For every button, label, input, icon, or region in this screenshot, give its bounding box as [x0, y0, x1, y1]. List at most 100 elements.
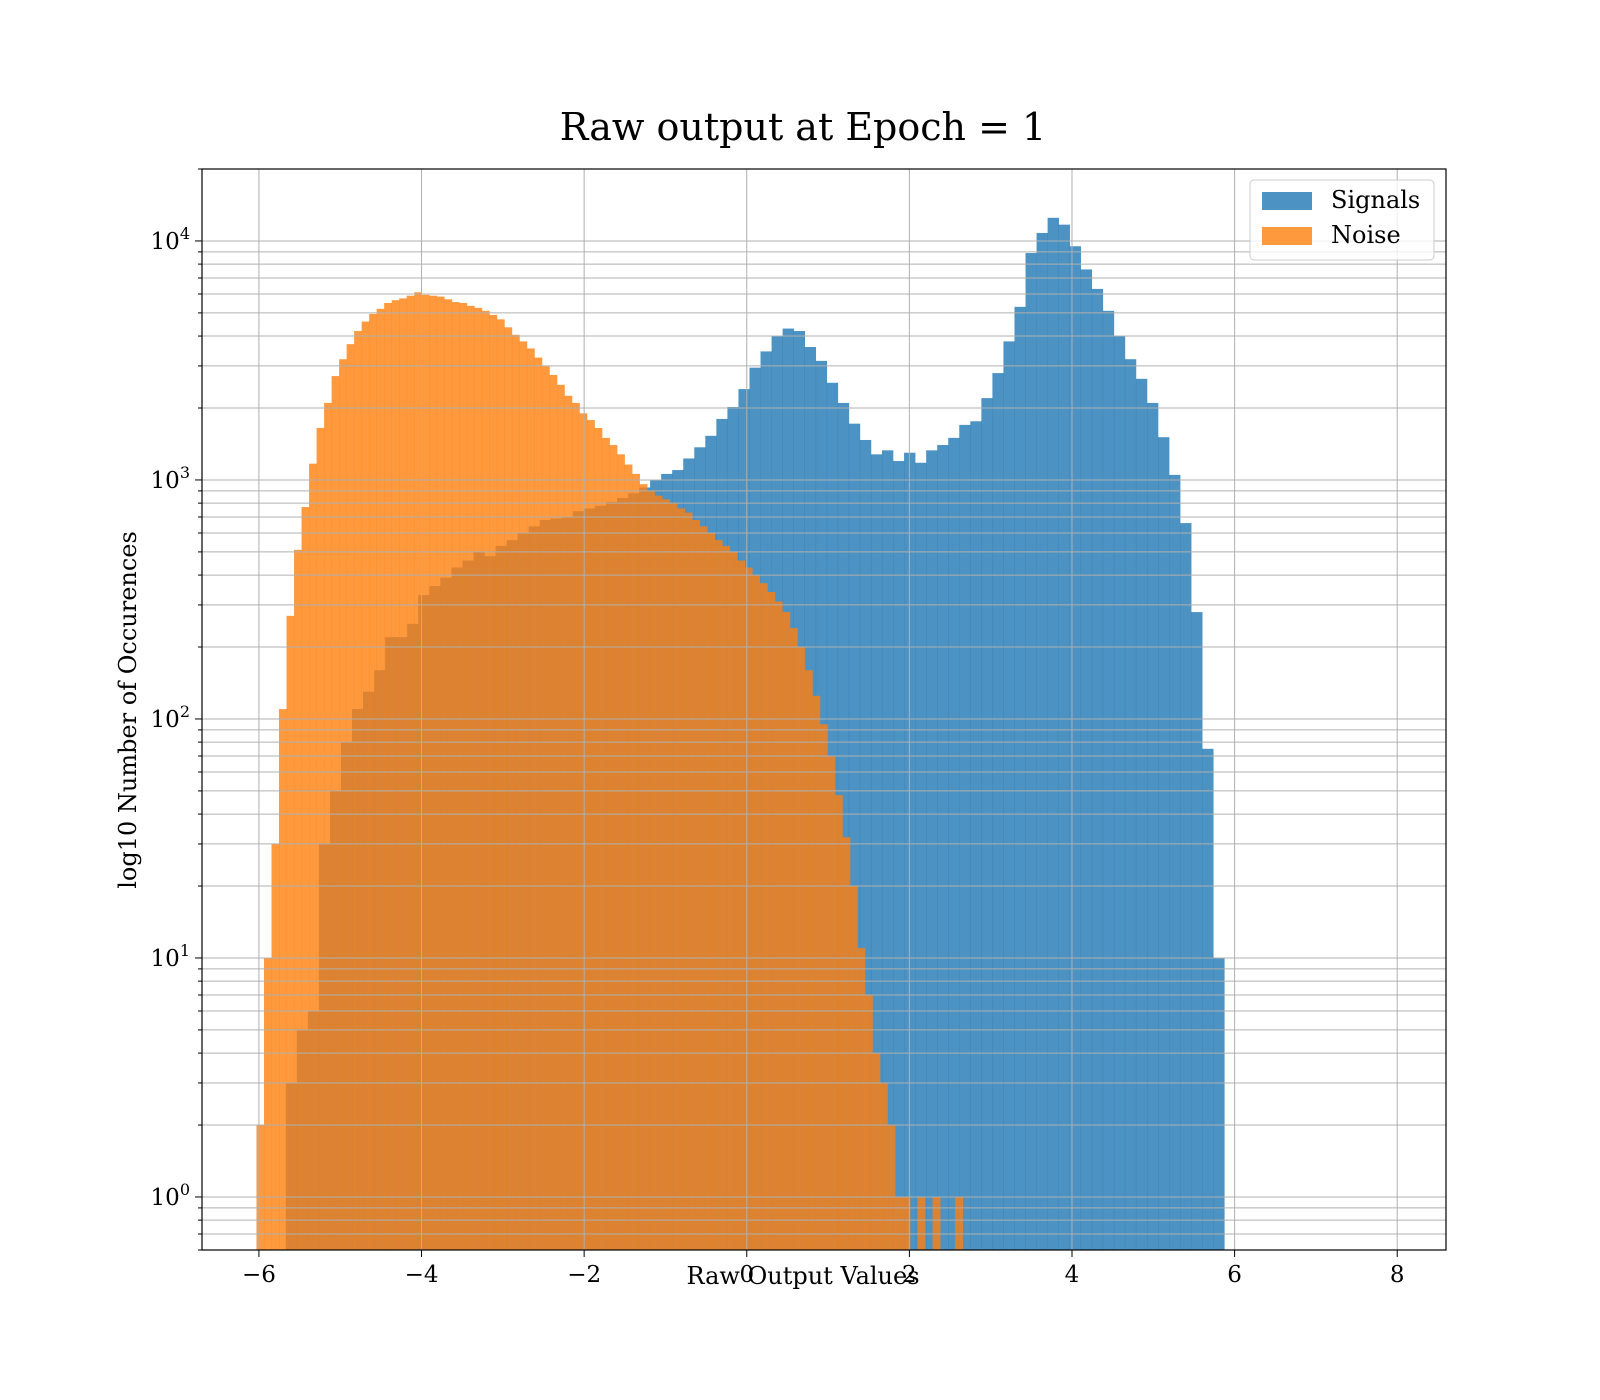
bar-noise	[399, 298, 408, 1250]
bar-noise	[895, 1196, 903, 1250]
bar-noise	[556, 384, 565, 1251]
bar-signals	[1058, 224, 1070, 1250]
bar-noise	[887, 1125, 896, 1250]
bar-noise	[632, 473, 640, 1250]
bar-noise	[932, 1196, 941, 1250]
bar-signals	[859, 439, 872, 1251]
bar-signals	[1102, 310, 1115, 1251]
bar-signals	[1124, 359, 1137, 1251]
legend-label-noise: Noise	[1331, 221, 1401, 249]
bar-noise	[271, 843, 280, 1250]
bar-noise	[481, 310, 490, 1251]
bar-signals	[1169, 474, 1181, 1250]
bar-noise	[774, 601, 783, 1250]
axes-frame	[201, 168, 1447, 1251]
bar-noise	[662, 499, 670, 1250]
legend-label-signals: Signals	[1331, 186, 1420, 214]
y-axis-label: log10 Number of Occurences	[114, 531, 142, 889]
bar-noise	[279, 709, 287, 1250]
bar-signals	[926, 450, 938, 1251]
bar-noise	[955, 1196, 963, 1250]
bar-signals	[970, 421, 982, 1250]
bar-noise	[872, 1053, 881, 1250]
bar-noise	[834, 795, 843, 1250]
bar-noise	[519, 341, 528, 1250]
bar-noise	[256, 1125, 265, 1250]
bar-noise	[324, 402, 332, 1250]
bar-noise	[647, 490, 655, 1250]
bar-noise	[511, 334, 520, 1250]
bar-noise	[496, 319, 505, 1250]
y-tick-label: 100	[151, 1180, 190, 1211]
bar-signals	[1069, 246, 1082, 1250]
bar-signals	[870, 454, 883, 1251]
bar-noise	[639, 484, 648, 1250]
bar-noise	[534, 357, 543, 1250]
bar-noise	[339, 359, 347, 1251]
bar-signals	[1180, 523, 1192, 1250]
bar-noise	[436, 296, 445, 1251]
bar-noise	[707, 532, 716, 1250]
bar-noise	[617, 454, 625, 1251]
bar-noise	[767, 591, 776, 1250]
bar-signals	[1047, 217, 1059, 1250]
bar-noise	[361, 321, 370, 1250]
bar-noise	[842, 837, 851, 1250]
x-axis-label: Raw Output Values	[686, 1262, 919, 1290]
bar-noise	[624, 464, 633, 1250]
bar-noise	[564, 395, 573, 1250]
bar-noise	[812, 695, 821, 1250]
bar-signals	[1091, 288, 1104, 1250]
bar-noise	[827, 755, 836, 1250]
legend-swatch-noise	[1262, 227, 1312, 245]
bar-signals	[915, 462, 927, 1250]
bar-noise	[572, 402, 580, 1250]
y-tick-label: 103	[151, 463, 190, 494]
bar-signals	[1191, 612, 1203, 1250]
legend-swatch-signals	[1262, 192, 1312, 210]
bar-noise	[744, 567, 753, 1250]
bar-noise	[346, 344, 355, 1250]
bar-noise	[474, 307, 483, 1251]
bar-noise	[406, 295, 415, 1251]
bar-noise	[902, 1196, 911, 1250]
bar-noise	[684, 512, 693, 1250]
chart-title: Raw output at Epoch = 1	[560, 105, 1046, 149]
bar-noise	[466, 305, 475, 1250]
bar-noise	[797, 647, 806, 1250]
bar-noise	[917, 1196, 926, 1250]
bar-noise	[414, 292, 423, 1250]
bar-signals	[848, 423, 861, 1250]
x-tick-label: −4	[405, 1262, 439, 1288]
x-tick-label: 8	[1390, 1262, 1405, 1288]
bar-noise	[331, 376, 340, 1251]
bar-noise	[880, 1082, 888, 1250]
x-tick-label: −6	[242, 1262, 276, 1288]
bar-signals	[1080, 269, 1093, 1250]
x-tick-label: 4	[1065, 1262, 1080, 1288]
bar-signals	[1025, 253, 1037, 1251]
bar-noise	[541, 365, 550, 1250]
bar-noise	[459, 303, 468, 1250]
bar-noise	[309, 463, 317, 1250]
bar-noise	[429, 295, 438, 1251]
bar-noise	[549, 374, 558, 1250]
y-tick-label: 102	[151, 702, 190, 733]
x-tick-label: 6	[1227, 1262, 1242, 1288]
bar-noise	[759, 583, 768, 1250]
bar-signals	[1113, 336, 1126, 1250]
bar-noise	[301, 507, 310, 1251]
bar-noise	[263, 957, 272, 1250]
bar-noise	[391, 300, 400, 1251]
bar-noise	[294, 549, 302, 1250]
bar-signals	[959, 424, 971, 1250]
bar-noise	[677, 508, 685, 1250]
bar-noise	[504, 327, 513, 1251]
bar-noise	[857, 948, 866, 1250]
bar-noise	[722, 545, 731, 1250]
bar-signals	[1003, 341, 1015, 1250]
bar-noise	[594, 427, 603, 1251]
bar-noise	[286, 615, 295, 1250]
bar-noise	[714, 540, 723, 1250]
